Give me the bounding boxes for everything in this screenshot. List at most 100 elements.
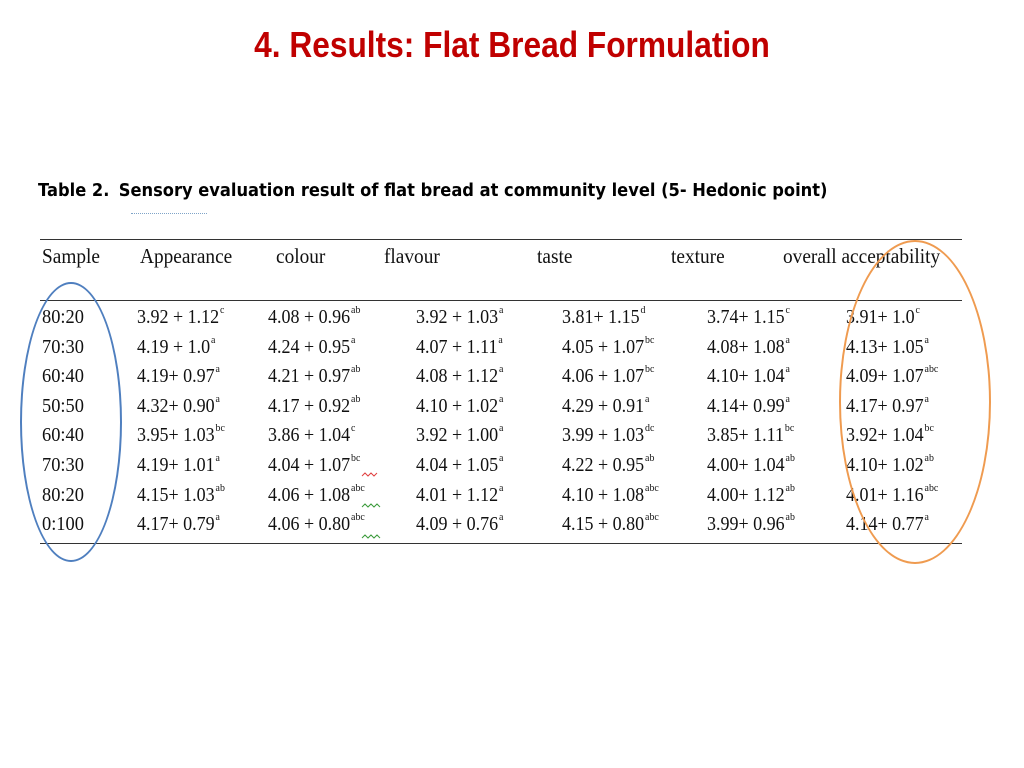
significance-letter: a xyxy=(499,451,504,464)
table-cell-flavour: 4.10 + 1.02a xyxy=(416,392,504,418)
significance-letter: bc xyxy=(645,363,655,376)
table-cell-appearance: 4.19+ 0.97a xyxy=(137,363,220,388)
table-cell-flavour: 4.07 + 1.11a xyxy=(416,333,503,359)
significance-letter: a xyxy=(211,333,216,346)
table-cell-appearance: 3.92 + 1.12c xyxy=(137,304,224,329)
significance-letter: a xyxy=(645,392,650,405)
mean-sd-value: 3.92 + 1.03 xyxy=(416,306,499,328)
squiggle-red xyxy=(361,472,378,477)
significance-letter: bc xyxy=(351,451,361,464)
significance-letter: bc xyxy=(645,333,655,346)
table-cell-colour: 3.86 + 1.04c xyxy=(268,422,356,447)
significance-letter: bc xyxy=(784,422,795,435)
mean-sd-value: 4.09 + 0.76 xyxy=(416,513,499,536)
significance-letter: c xyxy=(785,304,790,316)
table-cell-appearance: 4.19+ 1.01a xyxy=(137,451,220,477)
significance-letter: ab xyxy=(351,392,361,405)
mean-sd-value: 3.95+ 1.03 xyxy=(137,424,215,447)
significance-letter: a xyxy=(785,363,790,376)
header-flavour: flavour xyxy=(384,244,440,268)
mean-sd-value: 3.86 + 1.04 xyxy=(268,424,351,447)
mean-sd-value: 4.00+ 1.12 xyxy=(707,483,785,506)
table-cell-texture: 3.85+ 1.11bc xyxy=(707,422,795,447)
significance-letter: d xyxy=(640,304,646,316)
significance-letter: a xyxy=(498,333,503,346)
significance-letter: ab xyxy=(351,363,361,376)
table-cell-flavour: 3.92 + 1.00a xyxy=(416,422,503,447)
mean-sd-value: 4.17+ 0.79 xyxy=(137,513,215,536)
mean-sd-value: 4.22 + 0.95 xyxy=(562,453,645,476)
table-row: 60:40 4.19+ 0.97a 4.21 + 0.97ab 4.08 + 1.12… xyxy=(40,363,962,395)
table-cell-appearance: 4.32+ 0.90a xyxy=(137,392,220,418)
mean-sd-value: 4.01 + 1.12 xyxy=(416,483,499,506)
significance-letter: ab xyxy=(645,451,655,464)
spellcheck-squiggles xyxy=(361,472,381,539)
table-row: 60:40 3.95+ 1.03bc 3.86 + 1.04c 3.92 + 1.00… xyxy=(40,422,962,454)
mean-sd-value: 3.74+ 1.15 xyxy=(707,306,785,328)
mean-sd-value: 3.85+ 1.11 xyxy=(707,424,784,447)
table-row: 80:20 4.15+ 1.03ab 4.06 + 1.08abc 4.01 + 1.… xyxy=(40,481,962,514)
table-cell-colour: 4.21 + 0.97ab xyxy=(268,363,361,388)
mean-sd-value: 3.92 + 1.12 xyxy=(137,306,220,328)
table-cell-texture: 4.14+ 0.99a xyxy=(707,393,790,418)
mean-sd-value: 4.06 + 0.80 xyxy=(268,513,351,536)
mean-sd-value: 4.08 + 0.96 xyxy=(268,306,351,328)
spellcheck-dotted-underline xyxy=(131,213,207,214)
table-cell-taste: 4.10 + 1.08abc xyxy=(562,482,659,507)
table-cell-taste: 3.99 + 1.03dc xyxy=(562,422,655,447)
mean-sd-value: 4.08 + 1.12 xyxy=(416,365,499,388)
mean-sd-value: 3.99 + 1.03 xyxy=(562,424,645,447)
significance-letter: a xyxy=(499,392,504,405)
table-cell-texture: 4.00+ 1.12ab xyxy=(707,481,795,507)
table-rule-bottom xyxy=(40,543,962,544)
table-cell-appearance: 4.19 + 1.0a xyxy=(137,333,216,359)
significance-letter: a xyxy=(785,333,790,346)
mean-sd-value: 4.24 + 0.95 xyxy=(268,335,351,358)
significance-letter: a xyxy=(215,511,220,524)
caption-label: Table 2. xyxy=(38,181,110,201)
significance-letter: ab xyxy=(785,451,795,464)
header-texture: texture xyxy=(671,244,725,268)
significance-letter: abc xyxy=(645,511,659,524)
significance-letter: c xyxy=(351,422,356,435)
table-row: 50:50 4.32+ 0.90a 4.17 + 0.92ab 4.10 + 1.02… xyxy=(40,392,962,425)
table-cell-texture: 4.10+ 1.04a xyxy=(707,363,790,388)
table-cell-colour: 4.24 + 0.95a xyxy=(268,334,355,359)
mean-sd-value: 3.92 + 1.00 xyxy=(416,424,499,447)
table-cell-taste: 3.81+ 1.15d xyxy=(562,304,646,329)
significance-letter: a xyxy=(499,304,504,316)
significance-letter: dc xyxy=(645,422,655,435)
significance-letter: ab xyxy=(785,511,795,524)
table-cell-flavour: 4.09 + 0.76a xyxy=(416,511,504,536)
table-caption: Table 2. Sensory evaluation result of fla… xyxy=(38,181,827,201)
significance-letter: a xyxy=(499,511,504,524)
table-cell-taste: 4.29 + 0.91a xyxy=(562,392,650,418)
mean-sd-value: 4.10 + 1.08 xyxy=(562,483,645,506)
significance-letter: a xyxy=(499,481,504,494)
sensory-table: Sample Appearance colour flavour taste t… xyxy=(40,240,962,535)
mean-sd-value: 4.04 + 1.07 xyxy=(268,453,351,476)
table-cell-texture: 3.99+ 0.96ab xyxy=(707,511,795,536)
significance-letter: a xyxy=(499,363,504,376)
mean-sd-value: 4.19+ 0.97 xyxy=(137,365,215,388)
significance-letter: a xyxy=(215,451,220,464)
table-cell-appearance: 4.17+ 0.79a xyxy=(137,511,220,536)
mean-sd-value: 4.19+ 1.01 xyxy=(137,453,215,476)
table-cell-texture: 3.74+ 1.15c xyxy=(707,304,790,329)
significance-letter: a xyxy=(215,363,220,376)
table-cell-texture: 4.00+ 1.04ab xyxy=(707,451,795,477)
mean-sd-value: 4.15+ 1.03 xyxy=(137,483,215,506)
significance-letter: ab xyxy=(785,481,795,494)
significance-letter: a xyxy=(215,392,220,405)
significance-letter: abc xyxy=(351,481,365,494)
table-cell-texture: 4.08+ 1.08a xyxy=(707,333,790,359)
table-row: 80:20 3.92 + 1.12c 4.08 + 0.96ab 3.92 + 1.0… xyxy=(40,304,962,336)
table-cell-appearance: 3.95+ 1.03bc xyxy=(137,422,225,447)
table-cell-colour: 4.04 + 1.07bc xyxy=(268,451,361,477)
table-cell-flavour: 4.01 + 1.12a xyxy=(416,481,504,507)
squiggle-green-2 xyxy=(361,534,381,539)
table-cell-taste: 4.15 + 0.80abc xyxy=(562,511,659,536)
table-cell-flavour: 4.04 + 1.05a xyxy=(416,451,504,477)
mean-sd-value: 4.08+ 1.08 xyxy=(707,335,785,358)
header-taste: taste xyxy=(537,244,573,268)
